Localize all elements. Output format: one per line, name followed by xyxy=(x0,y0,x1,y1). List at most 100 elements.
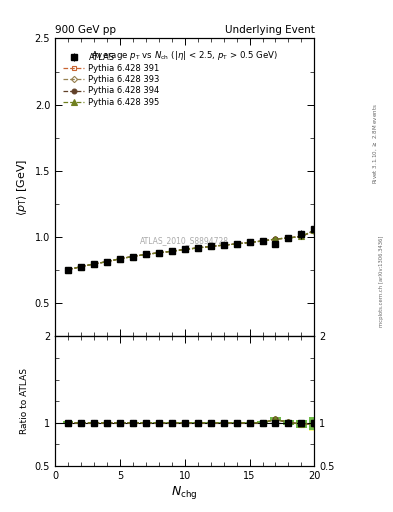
Pythia 6.428 391 xyxy=(221,242,226,248)
Bar xyxy=(62,421,73,424)
Bar xyxy=(283,420,294,425)
Pythia 6.428 393 xyxy=(312,228,317,234)
Pythia 6.428 394 xyxy=(260,238,265,244)
Bar xyxy=(218,422,229,423)
Pythia 6.428 393 xyxy=(260,238,265,244)
Bar xyxy=(309,417,320,430)
Bar xyxy=(75,421,86,424)
Pythia 6.428 394 xyxy=(92,261,96,267)
Pythia 6.428 391 xyxy=(286,235,291,241)
Pythia 6.428 391 xyxy=(195,245,200,251)
Bar xyxy=(114,422,125,423)
Bar xyxy=(218,422,229,423)
Bar xyxy=(166,422,177,423)
Bar xyxy=(205,422,216,423)
Bar xyxy=(153,422,164,423)
Bar xyxy=(166,422,177,423)
Bar xyxy=(179,422,190,423)
Pythia 6.428 395 xyxy=(156,250,161,256)
Pythia 6.428 395 xyxy=(299,233,304,240)
Pythia 6.428 391 xyxy=(234,241,239,247)
Bar xyxy=(218,422,229,423)
Pythia 6.428 395 xyxy=(92,261,96,267)
Bar xyxy=(296,420,307,428)
Bar xyxy=(166,422,177,423)
Bar xyxy=(270,417,281,421)
Text: mcplots.cern.ch [arXiv:1306.3436]: mcplots.cern.ch [arXiv:1306.3436] xyxy=(379,236,384,327)
Pythia 6.428 393 xyxy=(169,248,174,254)
Pythia 6.428 394 xyxy=(221,242,226,248)
Pythia 6.428 395 xyxy=(221,242,226,248)
Pythia 6.428 393 xyxy=(105,259,109,265)
Bar xyxy=(127,422,138,423)
Bar xyxy=(205,422,216,423)
Y-axis label: Ratio to ATLAS: Ratio to ATLAS xyxy=(20,368,29,434)
Bar xyxy=(101,422,112,423)
Bar xyxy=(309,417,320,430)
Bar xyxy=(283,420,294,425)
Bar xyxy=(192,422,203,423)
Bar xyxy=(140,422,151,423)
Bar xyxy=(257,421,268,424)
Bar xyxy=(101,422,112,423)
Bar xyxy=(283,421,294,424)
Pythia 6.428 393 xyxy=(182,246,187,252)
Bar xyxy=(296,420,307,425)
Bar xyxy=(166,422,177,423)
Pythia 6.428 395 xyxy=(118,255,122,262)
Text: Underlying Event: Underlying Event xyxy=(224,25,314,35)
Pythia 6.428 395 xyxy=(247,239,252,245)
Bar xyxy=(283,420,294,425)
Bar xyxy=(205,422,216,423)
Pythia 6.428 391 xyxy=(182,246,187,252)
Pythia 6.428 391 xyxy=(143,251,148,258)
Pythia 6.428 393 xyxy=(234,241,239,247)
Bar xyxy=(140,422,151,423)
Bar xyxy=(218,422,229,423)
Bar xyxy=(231,422,242,423)
Bar xyxy=(192,422,203,423)
Pythia 6.428 395 xyxy=(208,243,213,249)
Bar xyxy=(231,422,242,423)
Bar xyxy=(88,422,99,424)
Pythia 6.428 393 xyxy=(286,235,291,241)
Bar xyxy=(192,422,203,423)
Y-axis label: $\langle p_{\rm T} \rangle$ [GeV]: $\langle p_{\rm T} \rangle$ [GeV] xyxy=(15,159,29,216)
Pythia 6.428 393 xyxy=(156,250,161,256)
Bar xyxy=(192,422,203,423)
Bar xyxy=(205,422,216,423)
Pythia 6.428 394 xyxy=(79,264,83,270)
Pythia 6.428 394 xyxy=(247,239,252,245)
Bar xyxy=(179,422,190,423)
Pythia 6.428 393 xyxy=(79,264,83,270)
Bar xyxy=(244,422,255,423)
Bar xyxy=(114,422,125,423)
Bar xyxy=(114,422,125,423)
Bar xyxy=(309,417,320,430)
Bar xyxy=(244,422,255,424)
Pythia 6.428 394 xyxy=(299,233,304,240)
Bar xyxy=(179,422,190,423)
Bar xyxy=(296,420,307,428)
Bar xyxy=(88,422,99,424)
Bar xyxy=(114,422,125,423)
Bar xyxy=(75,421,86,424)
Pythia 6.428 391 xyxy=(299,233,304,240)
Bar xyxy=(283,420,294,425)
Bar xyxy=(270,421,281,424)
Bar xyxy=(179,422,190,423)
Pythia 6.428 393 xyxy=(130,253,135,260)
Bar xyxy=(192,422,203,423)
Pythia 6.428 394 xyxy=(182,246,187,252)
Pythia 6.428 393 xyxy=(273,236,278,242)
Pythia 6.428 394 xyxy=(234,241,239,247)
Pythia 6.428 394 xyxy=(312,227,317,233)
Pythia 6.428 393 xyxy=(247,239,252,245)
Pythia 6.428 394 xyxy=(118,255,122,262)
Pythia 6.428 395 xyxy=(66,267,70,273)
Pythia 6.428 391 xyxy=(247,239,252,245)
Text: ATLAS_2010_S8894728: ATLAS_2010_S8894728 xyxy=(140,237,229,246)
Bar xyxy=(127,422,138,423)
Bar xyxy=(114,422,125,423)
Bar xyxy=(140,422,151,423)
